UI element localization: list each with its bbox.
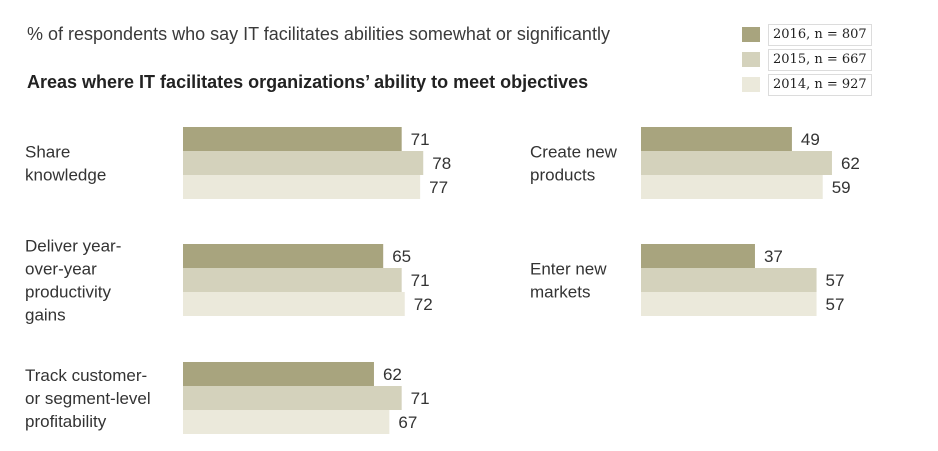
value-label-share-knowledge-2014: 77 [429, 178, 448, 197]
legend-item-2014: 2014, n = 927 [742, 74, 922, 96]
value-label-enter-new-markets-2016: 37 [764, 247, 783, 266]
value-label-track-customer-or-segment-level-profitability-2015: 71 [411, 389, 430, 408]
legend-swatch-2014 [742, 77, 760, 92]
category-label-line: products [530, 166, 595, 185]
category-label-line: markets [530, 283, 590, 302]
category-label-line: productivity [25, 283, 111, 302]
chart-subtitle: % of respondents who say IT facilitates … [27, 24, 610, 44]
value-label-create-new-products-2014: 59 [832, 178, 851, 197]
category-label-enter-new-markets: Enter new markets [530, 260, 607, 302]
category-label-deliver-year-over-year-productivity-gains: Deliver year-over-year productivity gains [25, 237, 121, 325]
category-label-share-knowledge: Share knowledge [25, 143, 106, 185]
category-label-line: knowledge [25, 166, 106, 185]
category-label-track-customer-or-segment-level-profitability: Track customer-or segment-level profitabi… [25, 366, 151, 431]
category-label-line: Deliver year- [25, 237, 121, 256]
category-label-line: or segment-level [25, 389, 151, 408]
bar-create-new-products-2015 [641, 151, 832, 175]
bar-deliver-year-over-year-productivity-gains-2014 [183, 292, 405, 316]
bar-enter-new-markets-2014 [641, 292, 817, 316]
category-label-line: Create new [530, 143, 618, 162]
category-label-create-new-products: Create new products [530, 143, 618, 185]
value-label-enter-new-markets-2014: 57 [826, 295, 845, 314]
legend-label-2015: 2015, n = 667 [768, 49, 872, 71]
bar-share-knowledge-2014 [183, 175, 421, 199]
legend-item-2015: 2015, n = 667 [742, 49, 922, 71]
bar-deliver-year-over-year-productivity-gains-2015 [183, 268, 402, 292]
bar-create-new-products-2014 [641, 175, 823, 199]
chart-title: Areas where IT facilitates organizations… [27, 72, 589, 92]
value-label-track-customer-or-segment-level-profitability-2014: 67 [398, 413, 417, 432]
legend-label-2016: 2016, n = 807 [768, 24, 872, 46]
category-label-line: over-year [25, 260, 97, 279]
value-label-deliver-year-over-year-productivity-gains-2014: 72 [414, 295, 433, 314]
value-label-deliver-year-over-year-productivity-gains-2015: 71 [411, 271, 430, 290]
value-label-share-knowledge-2016: 71 [411, 130, 430, 149]
category-label-line: gains [25, 306, 66, 325]
value-label-enter-new-markets-2015: 57 [826, 271, 845, 290]
category-label-line: Share [25, 143, 70, 162]
bar-track-customer-or-segment-level-profitability-2016 [183, 362, 374, 386]
value-label-create-new-products-2015: 62 [841, 154, 860, 173]
bar-track-customer-or-segment-level-profitability-2015 [183, 386, 402, 410]
category-label-line: Track customer- [25, 366, 147, 385]
category-label-line: profitability [25, 412, 107, 431]
legend-swatch-2016 [742, 27, 760, 42]
legend-swatch-2015 [742, 52, 760, 67]
bar-create-new-products-2016 [641, 127, 792, 151]
bar-deliver-year-over-year-productivity-gains-2016 [183, 244, 384, 268]
value-label-deliver-year-over-year-productivity-gains-2016: 65 [392, 247, 411, 266]
legend-label-2014: 2014, n = 927 [768, 74, 872, 96]
value-label-create-new-products-2016: 49 [801, 130, 820, 149]
bar-enter-new-markets-2015 [641, 268, 817, 292]
bar-share-knowledge-2015 [183, 151, 424, 175]
value-label-share-knowledge-2015: 78 [432, 154, 451, 173]
bar-share-knowledge-2016 [183, 127, 402, 151]
legend-item-2016: 2016, n = 807 [742, 24, 922, 46]
category-label-line: Enter new [530, 260, 607, 279]
bar-track-customer-or-segment-level-profitability-2014 [183, 410, 390, 434]
bar-enter-new-markets-2016 [641, 244, 755, 268]
value-label-track-customer-or-segment-level-profitability-2016: 62 [383, 365, 402, 384]
